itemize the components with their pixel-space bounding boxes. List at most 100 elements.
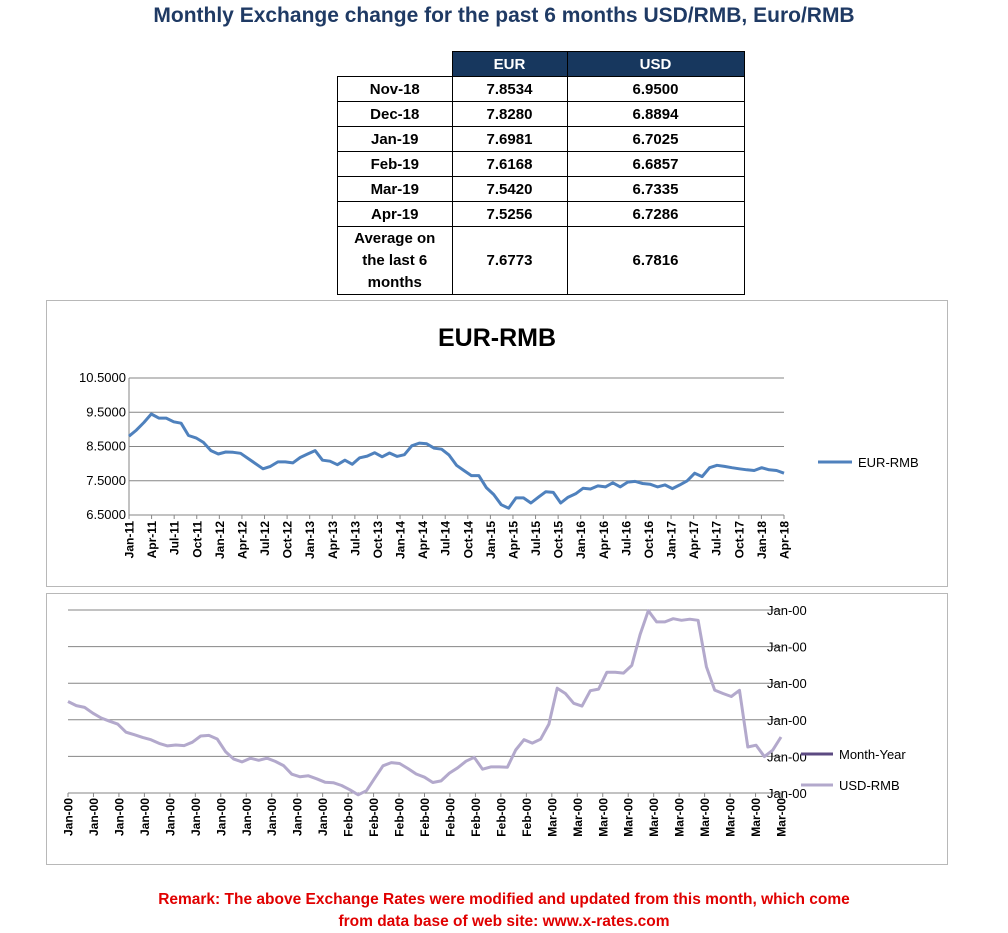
x-tick-label: Apr-14 — [416, 521, 430, 559]
row-usd-value: 6.9500 — [566, 76, 745, 102]
table-row: Apr-19 7.5256 6.7286 — [337, 201, 745, 227]
x-tick-label: Oct-15 — [552, 521, 566, 559]
x-tick-label: Apr-12 — [235, 521, 249, 559]
row-month: Feb-19 — [337, 151, 453, 177]
table-row: Feb-19 7.6168 6.6857 — [337, 151, 745, 177]
table-corner-cell — [338, 52, 453, 77]
eur-rmb-series-line — [128, 412, 785, 510]
column-header-eur: EUR — [451, 51, 568, 77]
x-tick-label: Jul-12 — [258, 521, 272, 556]
x-tick-label: Jan-18 — [755, 521, 769, 559]
x-tick-label: Oct-14 — [461, 521, 475, 559]
x-tick-label: Mar-00 — [749, 798, 763, 837]
table-row: Nov-18 7.8534 6.9500 — [337, 76, 745, 102]
x-tick-label: Oct-16 — [642, 521, 656, 559]
x-tick-label: Apr-13 — [326, 521, 340, 559]
exchange-rate-table: EUR USD Nov-18 7.8534 6.9500 Dec-18 7.82… — [337, 51, 745, 295]
y-tick-label: Jan-00 — [767, 676, 807, 691]
x-tick-label: Feb-00 — [418, 798, 432, 837]
page-title: Monthly Exchange change for the past 6 m… — [153, 4, 855, 27]
x-tick-label: Mar-00 — [596, 798, 610, 837]
x-tick-label: Oct-13 — [371, 521, 385, 559]
x-tick-label: Mar-00 — [622, 798, 636, 837]
row-eur-value: 7.8534 — [451, 76, 568, 102]
x-tick-label: Jan-00 — [112, 798, 126, 836]
x-tick-label: Apr-11 — [145, 521, 159, 559]
table-header-row: EUR USD — [338, 51, 745, 77]
row-eur-value: 7.6168 — [451, 151, 568, 177]
x-tick-label: Jan-16 — [574, 521, 588, 559]
x-tick-label: Jan-00 — [87, 798, 101, 836]
average-eur-value: 7.6773 — [451, 226, 568, 295]
usd-rmb-chart-panel: Jan-00 Jan-00 Jan-00 Jan-00 Jan-00 Jan-00 Jan… — [46, 593, 948, 865]
usd-rmb-chart: Jan-00 Jan-00 Jan-00 Jan-00 Jan-00 Jan-00 Jan… — [62, 603, 907, 837]
y-tick-label: 8.5000 — [86, 439, 126, 454]
x-tick-label: Feb-00 — [520, 798, 534, 837]
row-usd-value: 6.8894 — [566, 101, 745, 127]
x-tick-label: Jan-00 — [316, 798, 330, 836]
x-tick-label: Apr-18 — [778, 521, 792, 559]
average-usd-value: 6.7816 — [566, 226, 745, 295]
x-tick-label: Jul-15 — [529, 521, 543, 556]
row-usd-value: 6.6857 — [566, 151, 745, 177]
x-tick-label: Jan-15 — [484, 521, 498, 559]
average-label-line: months — [367, 273, 422, 291]
x-tick-label: Apr-16 — [597, 521, 611, 559]
column-header-usd: USD — [566, 51, 745, 77]
y-tick-label: Jan-00 — [767, 603, 807, 618]
x-tick-label: Jul-17 — [710, 521, 724, 556]
row-eur-value: 7.8280 — [451, 101, 568, 127]
x-tick-label: Jan-00 — [138, 798, 152, 836]
x-tick-label: Oct-11 — [190, 521, 204, 558]
x-tick-label: Jul-11 — [168, 521, 182, 555]
x-tick-label: Jan-11 — [123, 521, 137, 559]
table-row: Dec-18 7.8280 6.8894 — [337, 101, 745, 127]
x-tick-label: Jan-00 — [265, 798, 279, 836]
y-tick-label: 10.5000 — [79, 370, 126, 385]
x-tick-label: Jan-17 — [665, 521, 679, 559]
x-tick-label: Mar-00 — [571, 798, 585, 837]
x-tick-label: Jan-00 — [189, 798, 203, 836]
x-tick-label: Jan-00 — [62, 798, 76, 836]
remark-line: Remark: The above Exchange Rates were mo… — [158, 891, 850, 908]
y-tick-label: 9.5000 — [86, 404, 126, 419]
average-label: Average on the last 6 months — [337, 226, 453, 295]
x-tick-label: Feb-00 — [367, 798, 381, 837]
x-tick-label: Feb-00 — [393, 798, 407, 837]
row-month: Nov-18 — [337, 76, 453, 102]
table-average-row: Average on the last 6 months 7.6773 6.78… — [337, 226, 745, 295]
y-tick-label: 7.5000 — [86, 473, 126, 488]
x-tick-label: Jul-16 — [619, 521, 633, 556]
remark-line: from data base of web site: www.x-rates.… — [338, 913, 670, 930]
legend-eur-rmb-label: EUR-RMB — [858, 455, 919, 470]
usd-rmb-series-line — [67, 609, 783, 797]
x-tick-label: Mar-00 — [673, 798, 687, 837]
table-row: Mar-19 7.5420 6.7335 — [337, 176, 745, 202]
row-eur-value: 7.5256 — [451, 201, 568, 227]
row-month: Mar-19 — [337, 176, 453, 202]
row-month: Jan-19 — [337, 126, 453, 152]
x-tick-label: Feb-00 — [443, 798, 457, 837]
y-tick-label: Jan-00 — [767, 713, 807, 728]
eur-rmb-chart-panel: EUR-RMB 10.5000 9.5000 8.5000 7.5000 6.5000 … — [46, 300, 948, 587]
x-tick-label: Mar-00 — [775, 798, 789, 837]
x-tick-label: Oct-17 — [732, 521, 746, 559]
chart-title: EUR-RMB — [438, 324, 556, 352]
x-tick-label: Jan-12 — [213, 521, 227, 559]
x-tick-label: Mar-00 — [647, 798, 661, 837]
x-tick-label: Jan-00 — [291, 798, 305, 836]
x-tick-label: Jan-14 — [394, 521, 408, 559]
x-tick-label: Mar-00 — [545, 798, 559, 837]
row-month: Dec-18 — [337, 101, 453, 127]
y-tick-label: Jan-00 — [767, 749, 807, 764]
y-tick-label: Jan-00 — [767, 640, 807, 655]
row-eur-value: 7.5420 — [451, 176, 568, 202]
legend-usd-rmb-label: USD-RMB — [839, 778, 900, 793]
row-month: Apr-19 — [337, 201, 453, 227]
y-tick-label: Jan-00 — [767, 786, 807, 801]
average-label-line: the last 6 — [362, 251, 428, 269]
remark-note: Remark: The above Exchange Rates were mo… — [0, 889, 1008, 933]
x-tick-label: Jan-00 — [240, 798, 254, 836]
x-tick-label: Jan-00 — [163, 798, 177, 836]
x-tick-label: Jan-13 — [303, 521, 317, 559]
